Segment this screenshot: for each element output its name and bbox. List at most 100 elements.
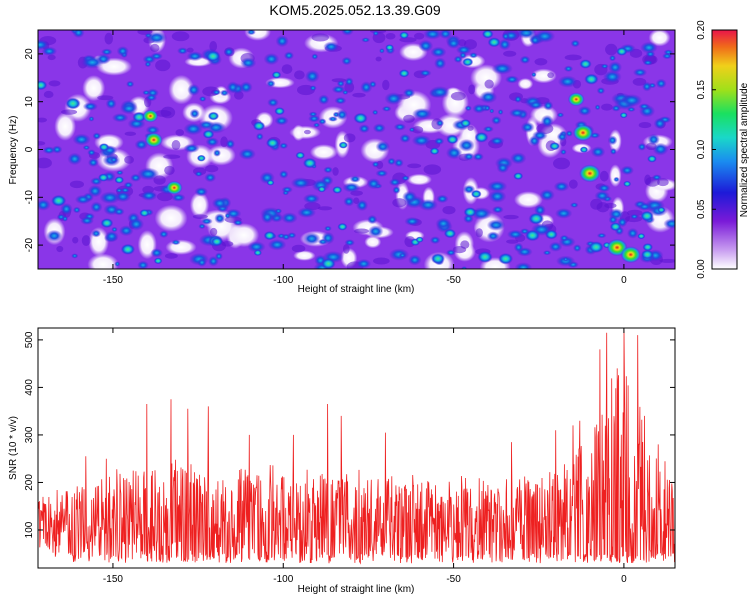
amplitude-blob-strong <box>498 252 514 265</box>
amplitude-blob-strong <box>265 137 280 149</box>
amplitude-blob <box>613 176 620 183</box>
amplitude-blob-strong <box>647 155 657 163</box>
amplitude-blob <box>171 193 186 202</box>
bottom-x-axis-label: Height of straight line (km) <box>298 584 415 595</box>
mid-amplitude-patch <box>155 59 171 72</box>
mid-amplitude-patch <box>452 246 467 254</box>
y-tick-label: 0 <box>24 146 35 152</box>
amplitude-blob-strong <box>415 236 424 243</box>
amplitude-blob <box>570 202 579 208</box>
amplitude-blob-strong <box>446 135 459 145</box>
amplitude-blob <box>375 169 389 177</box>
mid-amplitude-patch <box>192 214 208 219</box>
low-amplitude-region <box>517 78 534 90</box>
y-tick-label: -10 <box>24 190 35 205</box>
snr-panel: -150 -100 -50 0 100 200 300 400 500 Height of s… <box>8 327 676 595</box>
amplitude-blob <box>267 239 287 251</box>
amplitude-blob <box>596 87 606 95</box>
amplitude-blob <box>367 214 378 225</box>
mid-amplitude-patch <box>72 236 79 244</box>
amplitude-blob <box>510 152 527 165</box>
amplitude-blob <box>150 52 163 60</box>
amplitude-blob <box>266 79 276 88</box>
amplitude-blob <box>596 232 607 239</box>
amplitude-blob <box>621 93 643 107</box>
mid-amplitude-patch <box>568 179 578 189</box>
x-tick-label: -50 <box>446 275 461 286</box>
amplitude-blob <box>663 218 675 230</box>
x-tick-label: 0 <box>621 574 627 585</box>
amplitude-blob-strong <box>100 218 114 229</box>
mid-amplitude-patch <box>411 126 424 134</box>
mid-amplitude-patch <box>627 209 643 217</box>
amplitude-blob <box>491 62 513 75</box>
mid-amplitude-patch <box>354 228 369 234</box>
top-x-axis: -150 -100 -50 0 <box>103 30 627 286</box>
amplitude-blob <box>126 80 135 88</box>
snr-frame <box>37 327 676 569</box>
y-tick-label: -20 <box>24 237 35 252</box>
mid-amplitude-patch <box>291 244 306 253</box>
amplitude-blob <box>542 250 552 256</box>
amplitude-blob <box>111 113 129 123</box>
amplitude-blob <box>506 229 524 240</box>
amplitude-blob <box>381 105 392 112</box>
mid-amplitude-patch <box>48 80 61 87</box>
amplitude-blob <box>445 146 463 160</box>
low-amplitude-region <box>189 191 210 219</box>
amplitude-blob-strong <box>430 253 445 265</box>
amplitude-blob <box>287 232 297 239</box>
low-amplitude-region <box>514 191 543 209</box>
amplitude-blob <box>640 41 658 54</box>
mid-amplitude-patch <box>414 32 425 40</box>
amplitude-blob-strong <box>202 129 215 139</box>
amplitude-blob <box>80 216 94 225</box>
mid-amplitude-patch <box>303 129 311 135</box>
amplitude-blob <box>632 68 648 77</box>
amplitude-blob <box>344 77 354 86</box>
amplitude-blob <box>87 149 96 156</box>
amplitude-blob <box>540 114 554 128</box>
amplitude-blob <box>302 193 320 204</box>
amplitude-blob <box>198 95 207 102</box>
mid-amplitude-patch <box>638 121 652 129</box>
amplitude-blob <box>393 123 407 131</box>
low-amplitude-region <box>206 145 236 166</box>
amplitude-blob <box>114 261 121 267</box>
amplitude-blob <box>501 32 510 41</box>
amplitude-blob <box>594 104 601 111</box>
amplitude-blob <box>597 183 611 193</box>
mid-amplitude-patch <box>175 129 185 137</box>
mid-amplitude-patch <box>317 206 333 211</box>
mid-amplitude-patch <box>564 54 582 61</box>
bottom-y-axis: 100 200 300 400 500 <box>24 331 675 538</box>
amplitude-blob-strong <box>196 154 206 162</box>
low-amplitude-region <box>293 250 316 261</box>
amplitude-blob <box>472 152 484 161</box>
amplitude-blob <box>159 230 169 239</box>
mid-amplitude-patch <box>373 257 390 265</box>
amplitude-blob <box>246 30 256 36</box>
bottom-y-axis-label: SNR (10 * v/v) <box>8 416 19 480</box>
low-amplitude-region <box>609 164 622 188</box>
amplitude-blob-strong <box>470 189 482 199</box>
amplitude-blob <box>281 212 298 224</box>
low-amplitude-region <box>309 144 338 161</box>
low-amplitude-region <box>165 239 197 255</box>
amplitude-blob <box>341 56 352 66</box>
amplitude-blob <box>638 103 651 110</box>
colorbar-tick-label: 0.00 <box>696 259 707 279</box>
amplitude-blob <box>528 135 540 147</box>
spectral-hotspot <box>572 124 594 142</box>
amplitude-blob <box>496 162 510 174</box>
amplitude-blob <box>529 35 541 46</box>
amplitude-blob <box>72 206 81 214</box>
amplitude-blob <box>104 230 119 242</box>
top-y-axis-label: Frequency (Hz) <box>8 116 19 185</box>
y-tick-label: 400 <box>24 379 35 396</box>
amplitude-blob <box>82 102 98 111</box>
amplitude-blob <box>283 51 295 60</box>
amplitude-blob <box>429 86 451 99</box>
amplitude-blob <box>74 194 92 205</box>
